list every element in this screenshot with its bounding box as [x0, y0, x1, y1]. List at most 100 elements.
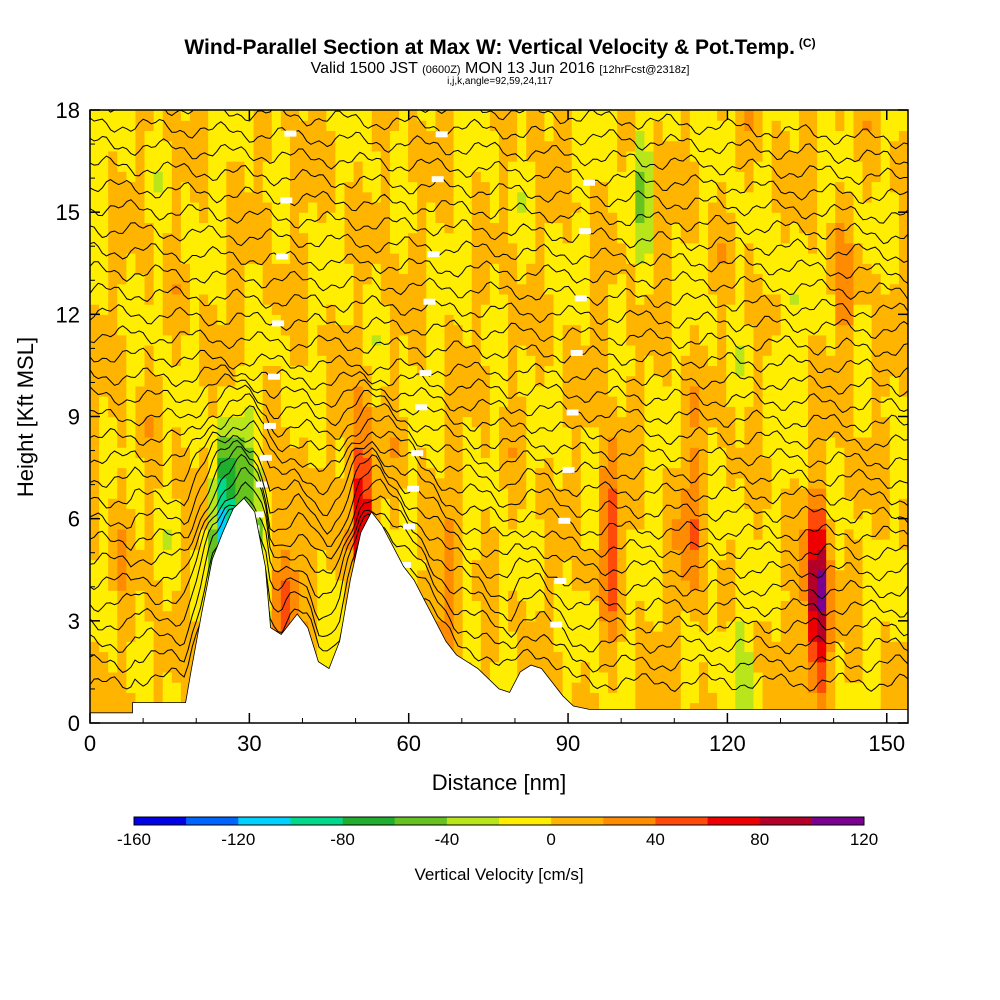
velocity-cell — [226, 498, 237, 510]
velocity-cell — [399, 201, 409, 213]
velocity-cell — [798, 385, 809, 397]
velocity-cell — [480, 620, 491, 632]
velocity-cell — [480, 283, 491, 295]
velocity-cell — [808, 508, 818, 520]
velocity-cell — [744, 150, 755, 162]
velocity-cell — [126, 539, 137, 550]
velocity-cell — [317, 120, 327, 132]
velocity-cell — [580, 579, 591, 591]
velocity-cell — [789, 355, 800, 367]
velocity-cell — [235, 488, 246, 499]
velocity-cell — [417, 232, 427, 244]
velocity-cell — [499, 344, 509, 356]
velocity-cell — [689, 263, 700, 275]
velocity-cell — [644, 528, 655, 540]
velocity-cell — [544, 334, 555, 346]
velocity-cell — [108, 110, 118, 121]
velocity-cell — [335, 406, 346, 418]
velocity-cell — [744, 365, 755, 377]
velocity-cell — [553, 355, 564, 367]
velocity-cell — [189, 283, 200, 295]
velocity-cell — [153, 569, 164, 581]
velocity-cell — [844, 702, 855, 714]
velocity-cell — [480, 488, 491, 499]
velocity-cell — [617, 569, 627, 581]
velocity-cell — [626, 641, 636, 653]
velocity-cell — [90, 488, 100, 499]
velocity-cell — [135, 120, 146, 132]
velocity-cell — [817, 406, 827, 418]
velocity-cell — [153, 263, 164, 275]
velocity-cell — [598, 549, 609, 561]
velocity-cell — [180, 222, 191, 234]
velocity-cell — [362, 181, 373, 193]
velocity-cell — [253, 334, 264, 346]
velocity-cell — [753, 120, 764, 132]
velocity-cell — [389, 232, 400, 244]
velocity-cell — [698, 528, 709, 540]
velocity-cell — [608, 569, 618, 581]
velocity-cell — [326, 426, 336, 438]
velocity-cell — [153, 273, 164, 285]
velocity-cell — [99, 569, 109, 581]
velocity-cell — [289, 396, 300, 407]
velocity-cell — [389, 396, 400, 407]
velocity-cell — [399, 242, 409, 254]
velocity-cell — [780, 600, 791, 612]
velocity-cell — [717, 171, 727, 183]
velocity-cell — [598, 110, 609, 121]
velocity-cell — [780, 508, 791, 520]
velocity-cell — [762, 253, 773, 264]
velocity-cell — [553, 488, 564, 499]
velocity-cell — [589, 416, 600, 428]
velocity-cell — [462, 385, 473, 397]
velocity-cell — [453, 283, 464, 295]
velocity-cell — [808, 365, 818, 377]
velocity-cell — [771, 539, 782, 550]
velocity-cell — [635, 334, 646, 346]
velocity-cell — [462, 631, 473, 642]
velocity-cell — [253, 396, 264, 407]
velocity-cell — [353, 457, 364, 469]
velocity-cell — [162, 263, 173, 275]
velocity-cell — [698, 406, 709, 418]
velocity-cell — [608, 375, 618, 387]
velocity-cell — [808, 314, 818, 326]
velocity-cell — [189, 222, 200, 234]
velocity-cell — [308, 314, 318, 326]
velocity-cell — [544, 518, 555, 530]
velocity-cell — [835, 682, 845, 693]
velocity-cell — [271, 559, 282, 571]
velocity-cell — [571, 416, 582, 428]
velocity-cell — [808, 406, 818, 418]
velocity-cell — [135, 436, 146, 448]
velocity-cell — [808, 518, 818, 530]
velocity-cell — [789, 110, 800, 121]
velocity-cell — [308, 334, 318, 346]
velocity-cell — [535, 467, 546, 479]
velocity-cell — [680, 549, 691, 561]
velocity-cell — [217, 191, 227, 203]
velocity-cell — [308, 590, 318, 601]
velocity-cell — [671, 559, 682, 571]
velocity-cell — [90, 263, 100, 275]
velocity-cell — [453, 222, 464, 234]
velocity-cell — [371, 110, 382, 121]
velocity-cell — [508, 416, 518, 428]
velocity-cell — [644, 334, 655, 346]
velocity-cell — [726, 620, 736, 632]
velocity-cell — [171, 355, 182, 367]
velocity-cell — [280, 477, 291, 489]
velocity-cell — [362, 334, 373, 346]
velocity-cell — [299, 375, 309, 387]
velocity-cell — [771, 161, 782, 172]
velocity-cell — [826, 375, 836, 387]
velocity-cell — [471, 661, 482, 673]
velocity-cell — [635, 232, 646, 244]
velocity-cell — [417, 385, 427, 397]
velocity-cell — [626, 273, 636, 285]
velocity-cell — [180, 150, 191, 162]
velocity-cell — [362, 242, 373, 254]
velocity-cell — [462, 528, 473, 540]
velocity-cell — [417, 242, 427, 254]
